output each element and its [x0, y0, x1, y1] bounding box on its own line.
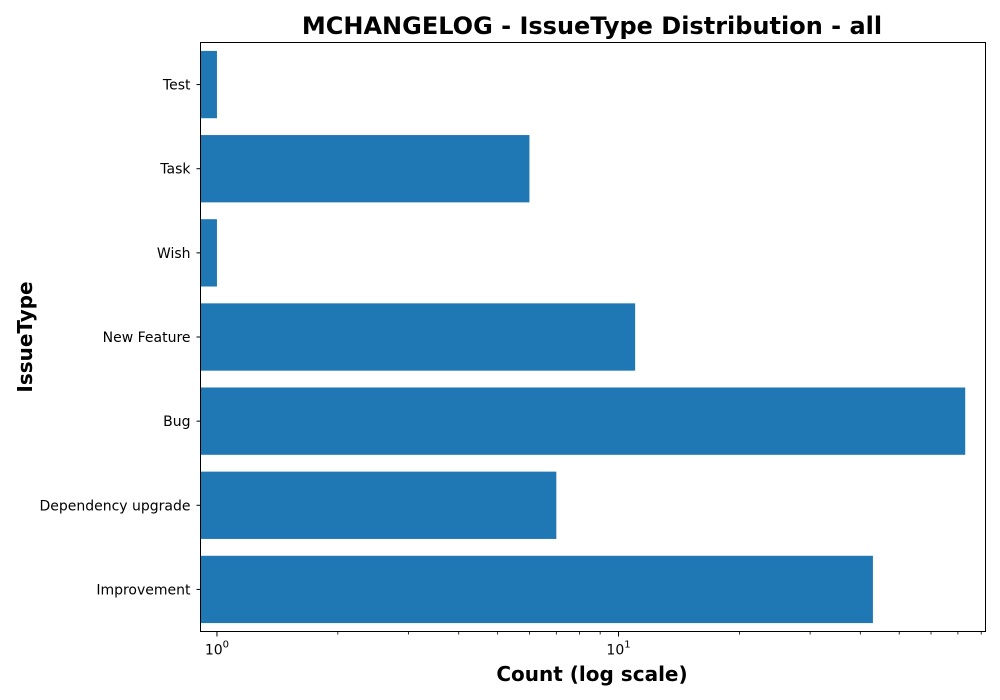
- x-axis-label: Count (log scale): [496, 662, 687, 686]
- bar-task: [200, 135, 530, 203]
- x-axis-ticks: 100 101: [205, 631, 982, 659]
- bar-wish: [200, 219, 217, 287]
- bar-bug: [200, 387, 966, 455]
- y-tick-label-improvement: Improvement: [96, 582, 191, 598]
- x-tick-label-1: 101: [606, 640, 630, 659]
- y-tick-label-task: Task: [159, 162, 191, 178]
- chart-title: MCHANGELOG - IssueType Distribution - al…: [302, 12, 882, 40]
- x-tick-label-0: 100: [205, 640, 229, 659]
- bar-improvement: [200, 555, 873, 624]
- bar-test: [200, 50, 217, 119]
- bars-layer: [200, 50, 966, 624]
- y-axis-label: IssueType: [13, 281, 37, 392]
- y-axis-ticks: Improvement Dependency upgrade Bug New Feat…: [39, 78, 201, 598]
- y-tick-label-dependency-upgrade: Dependency upgrade: [39, 498, 190, 514]
- bar-new-feature: [200, 303, 636, 371]
- y-tick-label-new-feature: New Feature: [103, 330, 191, 346]
- y-tick-label-bug: Bug: [163, 414, 190, 430]
- bar-dependency-upgrade: [200, 471, 557, 539]
- y-tick-label-test: Test: [162, 78, 191, 94]
- y-tick-label-wish: Wish: [157, 246, 191, 262]
